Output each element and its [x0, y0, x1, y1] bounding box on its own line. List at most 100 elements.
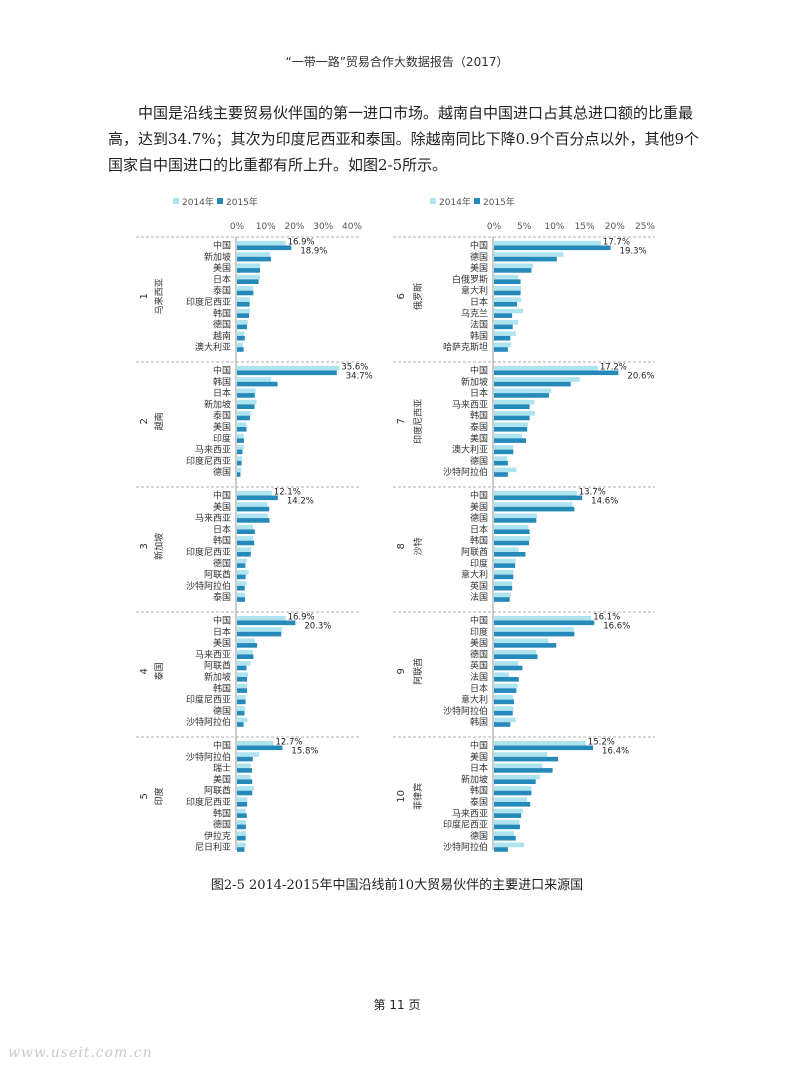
category-label: 韩国: [213, 807, 231, 819]
bar-2014: [237, 388, 256, 394]
x-tick-label: 20%: [605, 222, 625, 232]
category-label: 德国: [213, 466, 231, 478]
bar-2015: [237, 415, 250, 421]
bar-2015: [494, 722, 511, 727]
page-number: 第 11 页: [373, 998, 421, 1012]
category-label: 泰国: [470, 796, 488, 808]
bar-2015: [494, 631, 575, 637]
category-label: 法国: [470, 591, 488, 603]
bar-2014: [494, 581, 513, 586]
bar-2014: [237, 308, 250, 314]
bar-2014: [494, 717, 516, 723]
category-label: 德国: [470, 455, 488, 467]
bar-2015: [237, 768, 252, 773]
category-label: 马来西亚: [452, 399, 488, 410]
bar-2014: [494, 661, 519, 666]
bar-2014: [237, 752, 260, 757]
bar-2015: [237, 824, 246, 830]
bar-2015: [494, 404, 530, 409]
bar-2014: [237, 581, 247, 586]
bar-2015: [494, 710, 513, 716]
bar-2014: [237, 490, 272, 496]
x-tick-label: 20%: [284, 222, 304, 232]
bar-2015: [237, 665, 247, 671]
category-label: 阿联酋: [461, 546, 488, 558]
bar-2015: [494, 540, 530, 546]
category-label: 美国: [470, 501, 488, 513]
x-tick-label: 15%: [575, 222, 595, 232]
bar-2015: [237, 404, 255, 409]
bar-2015: [494, 699, 514, 705]
bar-2014: [494, 456, 508, 461]
category-label: 新加坡: [204, 671, 231, 683]
panel-number: 10: [396, 790, 407, 803]
bar-2014: [237, 411, 251, 416]
bar-2014: [237, 695, 246, 700]
bar-2015: [237, 631, 282, 637]
bar-2015: [237, 472, 241, 477]
bar-2015: [237, 540, 255, 546]
category-label: 中国: [470, 365, 488, 377]
bar-2014: [494, 524, 529, 530]
bar-2014: [494, 649, 537, 655]
bar-2014: [494, 536, 531, 541]
x-tick-label: 40%: [342, 222, 362, 232]
data-label-2014: 12.1%: [274, 488, 301, 498]
category-label: 德国: [213, 557, 231, 569]
bar-2014: [237, 399, 257, 405]
category-label: 德国: [470, 512, 488, 524]
category-label: 马来西亚: [195, 445, 231, 456]
data-label-2014: 35.6%: [341, 363, 368, 373]
bar-2015: [237, 563, 246, 568]
category-label: 中国: [213, 740, 231, 752]
bar-2015: [494, 393, 549, 398]
bar-2015: [494, 563, 516, 568]
category-label: 日本: [470, 762, 488, 774]
category-label: 德国: [213, 705, 231, 717]
bar-2014: [237, 524, 253, 530]
panel-country: 印度尼西亚: [412, 399, 424, 444]
bar-2014: [237, 263, 260, 269]
bar-2015: [494, 256, 557, 262]
bar-2014: [237, 638, 255, 644]
panel-country: 新加坡: [153, 533, 165, 560]
category-label: 美国: [470, 262, 488, 274]
bar-2015: [237, 574, 246, 580]
bar-2015: [237, 381, 278, 387]
panel-country: 阿联酋: [412, 658, 424, 685]
panel-number: 5: [139, 793, 150, 799]
category-label: 沙特阿拉伯: [443, 841, 488, 853]
bar-2014: [494, 422, 528, 427]
legend-label-2015: 2015年: [226, 196, 258, 208]
category-label: 英国: [470, 580, 488, 592]
bar-2014: [237, 445, 244, 450]
bar-2015: [494, 847, 508, 852]
category-label: 中国: [213, 240, 231, 252]
x-tick-label: 25%: [635, 222, 655, 232]
bar-2015: [237, 835, 246, 841]
category-label: 哈萨克斯坦: [443, 341, 488, 353]
bar-2015: [494, 268, 532, 273]
bar-2014: [237, 797, 248, 802]
category-label: 韩国: [470, 535, 488, 547]
bar-2015: [494, 438, 527, 443]
category-label: 中国: [470, 490, 488, 502]
category-label: 法国: [470, 319, 488, 331]
bar-2014: [494, 842, 525, 848]
bar-2014: [237, 740, 274, 746]
bar-2015: [494, 290, 521, 296]
bar-2015: [237, 790, 253, 796]
bar-2014: [494, 467, 517, 473]
category-label: 意大利: [461, 285, 488, 297]
running-header: “一带一路”贸易合作大数据报告（2017）: [285, 55, 509, 69]
data-label-2015: 14.2%: [287, 497, 314, 507]
panel-country: 俄罗斯: [412, 283, 424, 310]
data-label-2014: 17.2%: [600, 363, 627, 373]
bar-2014: [237, 320, 248, 325]
category-label: 印度尼西亚: [186, 546, 231, 558]
bar-2014: [494, 513, 537, 519]
panel-number: 7: [396, 418, 407, 424]
bar-2015: [494, 756, 559, 762]
bar-2015: [494, 245, 611, 251]
